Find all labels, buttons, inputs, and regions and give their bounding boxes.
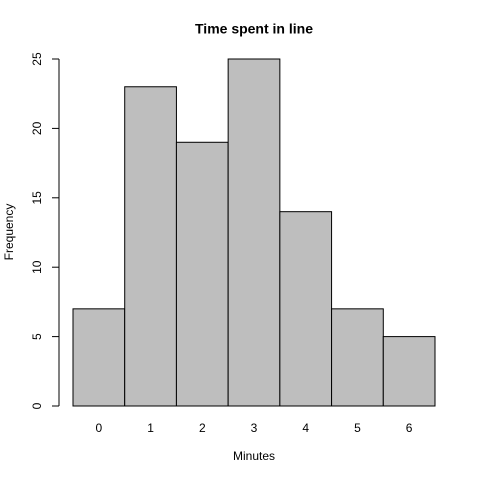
- y-axis-label: Frequency: [2, 204, 16, 261]
- x-axis-label: Minutes: [233, 449, 275, 463]
- y-tick-label: 25: [30, 52, 44, 66]
- y-tick-label: 5: [30, 333, 44, 340]
- bar: [72, 308, 126, 407]
- x-tick-label: 4: [302, 421, 309, 435]
- y-tick-label: 20: [30, 121, 44, 135]
- bar: [124, 86, 177, 407]
- bar: [227, 58, 281, 407]
- x-tick-label: 3: [251, 421, 258, 435]
- x-tick-label: 0: [96, 421, 103, 435]
- x-tick-label: 5: [354, 421, 361, 435]
- x-tick-label: 6: [406, 421, 413, 435]
- y-tick-label: 0: [30, 402, 44, 409]
- bar: [382, 336, 436, 407]
- y-tick-label: 15: [30, 191, 44, 205]
- bar: [175, 141, 229, 407]
- y-tick-label: 10: [30, 260, 44, 274]
- chart-title: Time spent in line: [195, 21, 313, 37]
- bar: [331, 308, 384, 407]
- x-tick-label: 1: [147, 421, 154, 435]
- bar: [279, 211, 333, 407]
- x-tick-label: 2: [199, 421, 206, 435]
